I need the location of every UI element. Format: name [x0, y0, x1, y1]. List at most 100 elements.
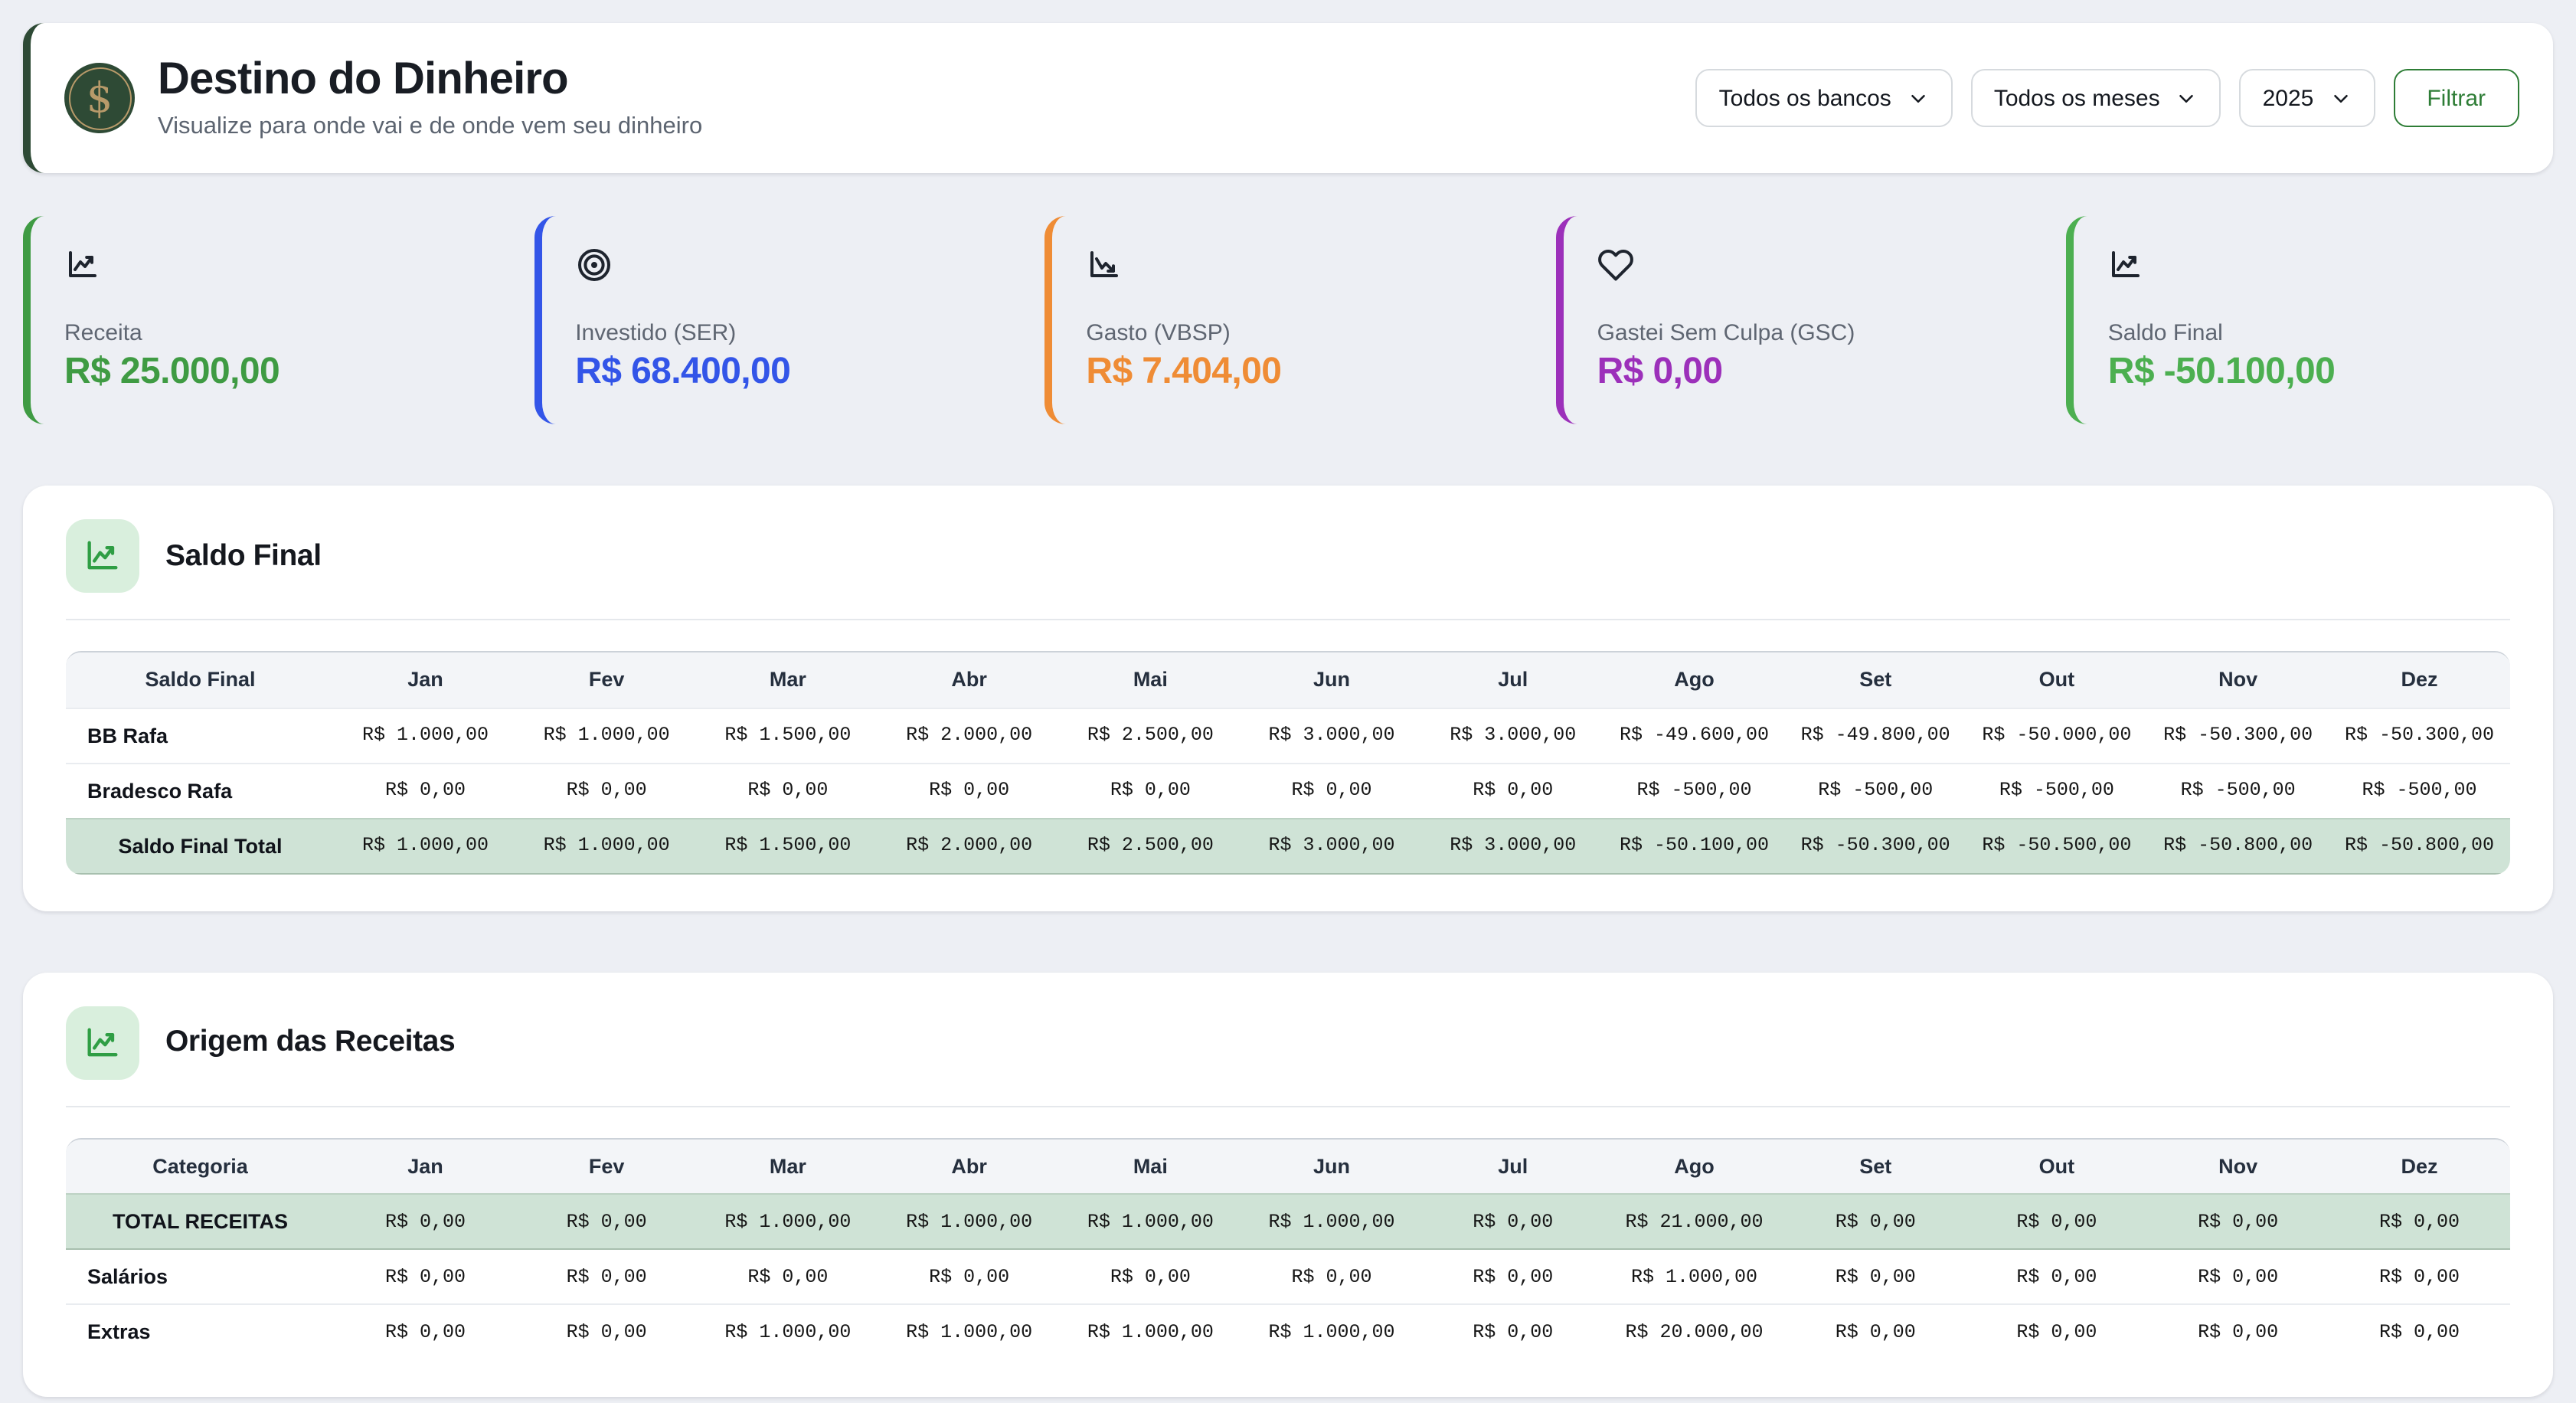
month-header: Fev — [516, 652, 698, 708]
cell-value: R$ 0,00 — [516, 763, 698, 818]
chart-line-up-icon — [83, 536, 123, 576]
cell-value: R$ 2.000,00 — [878, 708, 1060, 763]
cell-value: R$ 0,00 — [335, 763, 516, 818]
month-header: Set — [1785, 1139, 1966, 1194]
cell-value: R$ -50.500,00 — [1966, 818, 2148, 873]
month-header: Jul — [1422, 1139, 1603, 1194]
stat-value: R$ 25.000,00 — [64, 351, 280, 394]
month-header: Jun — [1241, 1139, 1423, 1194]
cell-value: R$ 0,00 — [878, 763, 1060, 818]
cell-value: R$ -49.800,00 — [1785, 708, 1966, 763]
year-filter-value: 2025 — [2263, 85, 2314, 111]
cell-value: R$ 3.000,00 — [1422, 708, 1603, 763]
cell-value: R$ 0,00 — [1785, 1194, 1966, 1249]
filter-button[interactable]: Filtrar — [2393, 69, 2519, 127]
cell-value: R$ 0,00 — [1966, 1304, 2148, 1359]
cell-value: R$ 0,00 — [2147, 1194, 2329, 1249]
cell-value: R$ 2.000,00 — [878, 818, 1060, 873]
cell-value: R$ -50.800,00 — [2329, 818, 2510, 873]
cell-value: R$ 1.000,00 — [698, 1194, 879, 1249]
month-filter-value: Todos os meses — [1994, 85, 2160, 111]
section-title: Saldo Final — [165, 538, 322, 574]
first-column-header: Saldo Final — [66, 652, 335, 708]
cell-value: R$ -50.300,00 — [1785, 818, 1966, 873]
table-row: ExtrasR$ 0,00R$ 0,00R$ 1.000,00R$ 1.000,… — [66, 1304, 2510, 1359]
cell-value: R$ 1.000,00 — [1603, 1249, 1785, 1304]
section-chip — [66, 1006, 139, 1079]
cell-value: R$ -500,00 — [2147, 763, 2329, 818]
row-label: TOTAL RECEITAS — [66, 1194, 335, 1249]
cell-value: R$ 3.000,00 — [1241, 818, 1423, 873]
cell-value: R$ 1.000,00 — [335, 708, 516, 763]
cell-value: R$ 1.000,00 — [516, 818, 698, 873]
row-label: Extras — [66, 1304, 335, 1359]
logo-ring — [68, 67, 131, 129]
divider — [66, 1105, 2510, 1107]
month-header: Dez — [2329, 652, 2510, 708]
cell-value: R$ 0,00 — [1966, 1249, 2148, 1304]
cell-value: R$ 1.500,00 — [698, 708, 879, 763]
month-header: Out — [1966, 652, 2148, 708]
month-header: Jul — [1422, 652, 1603, 708]
month-header: Ago — [1603, 652, 1785, 708]
stat-card-saldo-final: Saldo Final R$ -50.100,00 — [2067, 216, 2553, 424]
row-label: Salários — [66, 1249, 335, 1304]
cell-value: R$ -500,00 — [1785, 763, 1966, 818]
cell-value: R$ 21.000,00 — [1603, 1194, 1785, 1249]
month-header: Nov — [2147, 1139, 2329, 1194]
month-header: Nov — [2147, 652, 2329, 708]
cell-value: R$ 0,00 — [1785, 1304, 1966, 1359]
cell-value: R$ 0,00 — [2147, 1249, 2329, 1304]
table-row: Bradesco RafaR$ 0,00R$ 0,00R$ 0,00R$ 0,0… — [66, 763, 2510, 818]
month-header: Out — [1966, 1139, 2148, 1194]
stat-label: Investido (SER) — [575, 320, 736, 346]
cell-value: R$ 1.000,00 — [516, 708, 698, 763]
cell-value: R$ 0,00 — [335, 1304, 516, 1359]
cell-value: R$ -500,00 — [1603, 763, 1785, 818]
row-label: Saldo Final Total — [66, 818, 335, 873]
cell-value: R$ 2.500,00 — [1060, 708, 1241, 763]
stat-card-gastei-sem-culpa: Gastei Sem Culpa (GSC) R$ 0,00 — [1556, 216, 2042, 424]
year-filter-select[interactable]: 2025 — [2240, 69, 2375, 127]
dashboard-page: $ Destino do Dinheiro Visualize para ond… — [0, 0, 2576, 1403]
page-header: $ Destino do Dinheiro Visualize para ond… — [23, 23, 2553, 173]
month-header: Mar — [698, 652, 879, 708]
month-filter-select[interactable]: Todos os meses — [1971, 69, 2221, 127]
cell-value: R$ 0,00 — [2147, 1304, 2329, 1359]
bank-filter-value: Todos os bancos — [1719, 85, 1891, 111]
target-icon — [575, 247, 612, 283]
cell-value: R$ 0,00 — [1785, 1249, 1966, 1304]
cell-value: R$ -49.600,00 — [1603, 708, 1785, 763]
cell-value: R$ 0,00 — [878, 1249, 1060, 1304]
table-header: Categoria JanFevMarAbrMaiJunJulAgoSetOut… — [66, 1139, 2510, 1194]
divider — [66, 619, 2510, 620]
cell-value: R$ 0,00 — [335, 1249, 516, 1304]
cell-value: R$ 1.000,00 — [335, 818, 516, 873]
stat-label: Saldo Final — [2108, 320, 2223, 346]
stat-label: Gastei Sem Culpa (GSC) — [1597, 320, 1855, 346]
month-header: Mai — [1060, 1139, 1241, 1194]
table-row: TOTAL RECEITAS R$ 0,00 R$ 0,00 R$ 1.000,00 R… — [66, 1194, 2510, 1249]
cell-value: R$ 1.000,00 — [1060, 1304, 1241, 1359]
cell-value: R$ 0,00 — [698, 1249, 879, 1304]
origem-receitas-table: Categoria JanFevMarAbrMaiJunJulAgoSetOut… — [66, 1139, 2510, 1359]
month-header: Abr — [878, 652, 1060, 708]
stat-label: Receita — [64, 320, 142, 346]
cell-value: R$ -500,00 — [1966, 763, 2148, 818]
cell-value: R$ 20.000,00 — [1603, 1304, 1785, 1359]
table-row: BB RafaR$ 1.000,00R$ 1.000,00R$ 1.500,00… — [66, 708, 2510, 763]
month-header: Ago — [1603, 1139, 1785, 1194]
cell-value: R$ 0,00 — [1422, 1194, 1603, 1249]
cell-value: R$ -50.800,00 — [2147, 818, 2329, 873]
first-column-header: Categoria — [66, 1139, 335, 1194]
cell-value: R$ 0,00 — [516, 1249, 698, 1304]
stat-value: R$ -50.100,00 — [2108, 351, 2335, 394]
saldo-final-table: Saldo Final JanFevMarAbrMaiJunJulAgoSetO… — [66, 652, 2510, 874]
cell-value: R$ 0,00 — [1241, 763, 1423, 818]
month-header: Fev — [516, 1139, 698, 1194]
page-title: Destino do Dinheiro — [158, 56, 702, 107]
heart-icon — [1597, 247, 1634, 283]
bank-filter-select[interactable]: Todos os bancos — [1696, 69, 1953, 127]
cell-value: R$ 0,00 — [1060, 1249, 1241, 1304]
chevron-down-icon — [1907, 87, 1930, 110]
